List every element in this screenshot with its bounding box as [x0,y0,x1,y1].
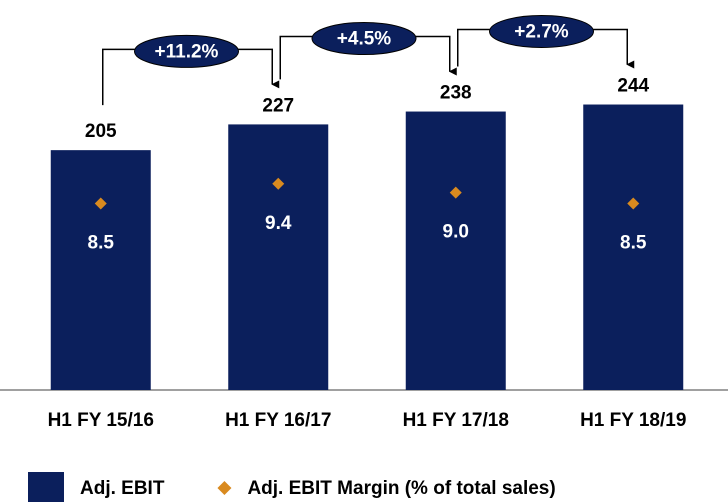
x-tick-label: H1 FY 16/17 [225,410,331,431]
margin-marker [449,186,462,199]
growth-badge [311,22,417,56]
bar-label: 227 [262,95,294,116]
growth-badge [134,34,239,68]
margin-label: 8.5 [620,233,647,254]
bar-label: 244 [617,76,649,97]
growth-label: +4.5% [337,29,392,50]
bar [583,104,684,391]
x-tick-label: H1 FY 15/16 [48,410,154,431]
margin-marker [94,197,107,210]
bar [228,124,329,390]
legend-marker [28,472,64,502]
legend-label: Adj. EBIT Margin (% of total sales) [247,478,555,499]
legend-marker [217,481,232,495]
margin-label: 9.4 [265,213,292,234]
margin-marker [627,197,640,210]
growth-label: +11.2% [155,41,219,62]
bar [50,150,151,390]
x-tick-label: H1 FY 17/18 [403,410,509,431]
growth-label: +2.7% [514,22,569,43]
margin-label: 9.0 [443,222,469,243]
bar-label: 205 [85,121,117,142]
bar-label: 238 [440,83,472,104]
legend-label: Adj. EBIT [80,478,165,499]
x-tick-label: H1 FY 18/19 [580,410,686,431]
bar [405,111,506,390]
margin-marker [272,177,285,190]
margin-label: 8.5 [88,233,115,254]
growth-badge [489,15,594,49]
